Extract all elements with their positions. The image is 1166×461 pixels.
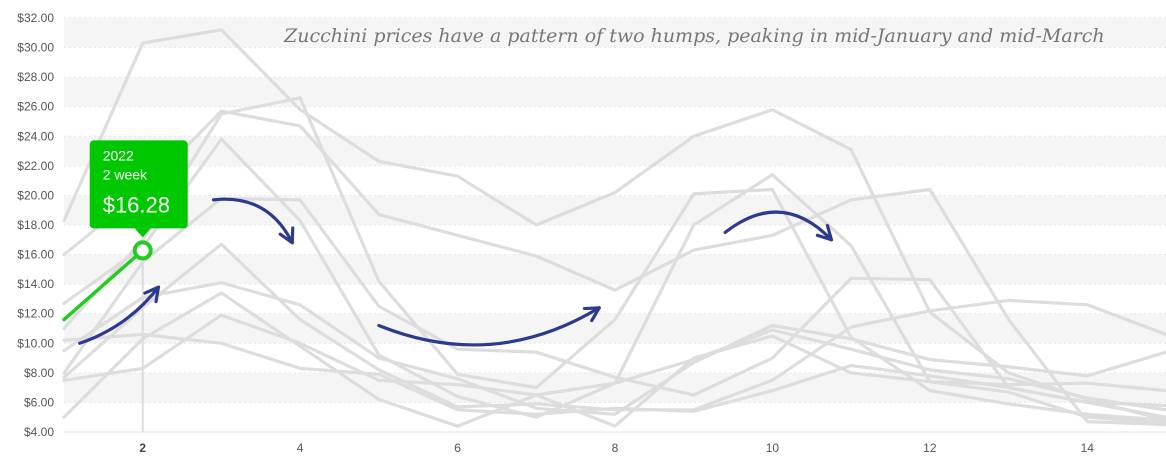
highlight-series-group <box>62 240 153 322</box>
x-tick-label: 4 <box>297 441 304 455</box>
y-tick-label: $16.00 <box>17 248 54 262</box>
x-tick-label: 12 <box>923 441 937 455</box>
tooltip-week: 2 week <box>103 166 148 182</box>
grid-band <box>64 136 1166 166</box>
y-tick-label: $14.00 <box>17 277 54 291</box>
grid-band <box>64 77 1166 107</box>
y-tick-label: $32.00 <box>17 11 54 25</box>
x-tick-label: 10 <box>766 441 780 455</box>
y-axis-ticks: $4.00 $6.00 $8.00 $10.00 $12.00 $14.00 $16.00 $… <box>17 11 54 439</box>
y-tick-label: $26.00 <box>17 100 54 114</box>
chart-annotation: Zucchini prices have a pattern of two hu… <box>283 25 1105 47</box>
y-tick-label: $28.00 <box>17 70 54 84</box>
series-line-5[interactable] <box>62 196 1166 419</box>
arrow-head-1 <box>143 285 161 304</box>
grid-band <box>64 18 1166 48</box>
x-axis-ticks: 2 4 6 8 10 12 14 <box>139 441 1094 455</box>
y-tick-label: $24.00 <box>17 129 54 143</box>
arrow-shaft-3 <box>377 306 601 347</box>
highlight-point[interactable] <box>132 240 153 261</box>
y-tick-label: $12.00 <box>17 307 54 321</box>
grid-band <box>64 254 1166 285</box>
y-tick-label: $4.00 <box>24 425 54 439</box>
x-tick-label: 8 <box>612 441 619 455</box>
series-line-10[interactable] <box>62 332 1166 416</box>
x-tick-label: 2 <box>139 441 146 455</box>
y-tick-label: $8.00 <box>24 366 54 380</box>
series-line-6[interactable] <box>62 281 1166 416</box>
x-tick-label: 6 <box>454 441 461 455</box>
y-tick-label: $20.00 <box>17 188 54 202</box>
x-tick-label: 14 <box>1081 441 1095 455</box>
y-tick-label: $6.00 <box>24 395 54 409</box>
arrow-shaft-2 <box>211 197 294 245</box>
arrow-shaft-1 <box>78 285 161 345</box>
highlight-series-line[interactable] <box>62 248 145 322</box>
series-line-3[interactable] <box>62 96 1166 422</box>
arrow-head-2 <box>278 226 295 245</box>
arrow-head-4 <box>815 223 834 242</box>
background-series-group <box>62 28 1166 428</box>
grid-bands <box>64 18 1166 403</box>
arrow-head-3 <box>582 306 601 323</box>
tooltip-box <box>89 140 188 229</box>
tooltip: 2022 2 week $16.28 <box>89 140 188 238</box>
series-line-8[interactable] <box>62 291 1166 428</box>
tooltip-year: 2022 <box>103 147 134 163</box>
y-tick-label: $30.00 <box>17 41 54 55</box>
series-line-9[interactable] <box>62 313 1166 412</box>
y-tick-label: $10.00 <box>17 336 54 350</box>
annotation-arrows <box>78 197 834 347</box>
series-line-2[interactable] <box>62 109 1166 427</box>
tooltip-pointer <box>134 228 151 238</box>
y-tick-label: $18.00 <box>17 218 54 232</box>
tooltip-price: $16.28 <box>103 192 170 217</box>
grid-lines <box>64 17 1166 433</box>
arrow-shaft-4 <box>723 210 834 242</box>
y-tick-label: $22.00 <box>17 159 54 173</box>
